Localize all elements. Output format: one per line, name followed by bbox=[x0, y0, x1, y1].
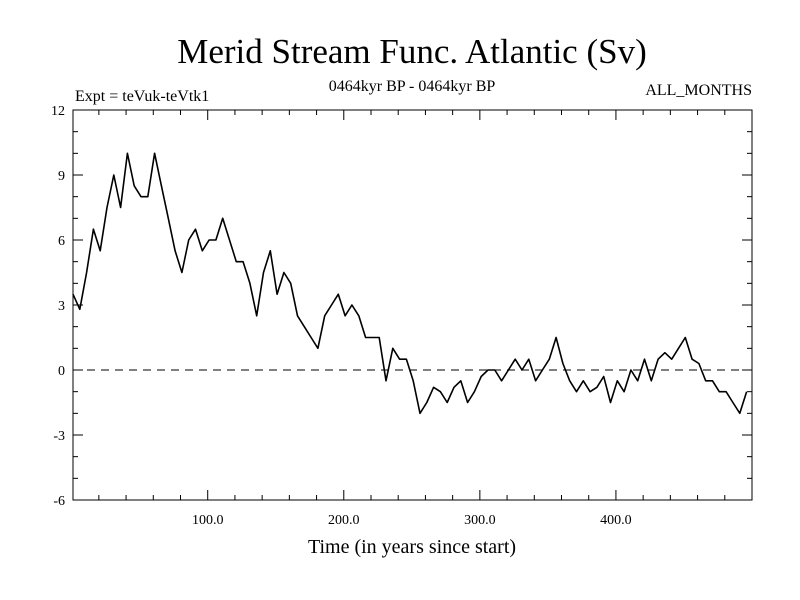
x-tick-label: 400.0 bbox=[600, 513, 632, 528]
x-tick-label: 300.0 bbox=[464, 513, 496, 528]
y-tick-label: 6 bbox=[58, 234, 65, 249]
x-axis-ticks: 100.0 200.0 300.0 400.0 bbox=[192, 110, 632, 528]
y-tick-label: -6 bbox=[53, 494, 65, 509]
x-tick-label: 100.0 bbox=[192, 513, 224, 528]
y-tick-label: 0 bbox=[58, 364, 65, 379]
y-tick-label: 12 bbox=[51, 104, 65, 119]
minor-ticks bbox=[73, 110, 752, 500]
y-tick-label: 3 bbox=[58, 299, 65, 314]
x-axis-label: Time (in years since start) bbox=[308, 536, 516, 558]
y-tick-label: 9 bbox=[58, 169, 65, 184]
y-tick-label: -3 bbox=[53, 429, 65, 444]
plot-frame bbox=[72, 109, 753, 501]
chart-title: Merid Stream Func. Atlantic (Sv) bbox=[177, 32, 647, 71]
series-line bbox=[72, 152, 748, 415]
x-tick-label: 200.0 bbox=[328, 513, 360, 528]
chart-subtitle-center: 0464kyr BP - 0464kyr BP bbox=[329, 78, 496, 95]
chart-subtitle-left: Expt = teVuk-teVtk1 bbox=[75, 88, 209, 105]
chart-subtitle-right: ALL_MONTHS bbox=[645, 82, 752, 99]
y-axis-ticks: -6 -3 0 3 6 9 12 bbox=[51, 104, 752, 509]
